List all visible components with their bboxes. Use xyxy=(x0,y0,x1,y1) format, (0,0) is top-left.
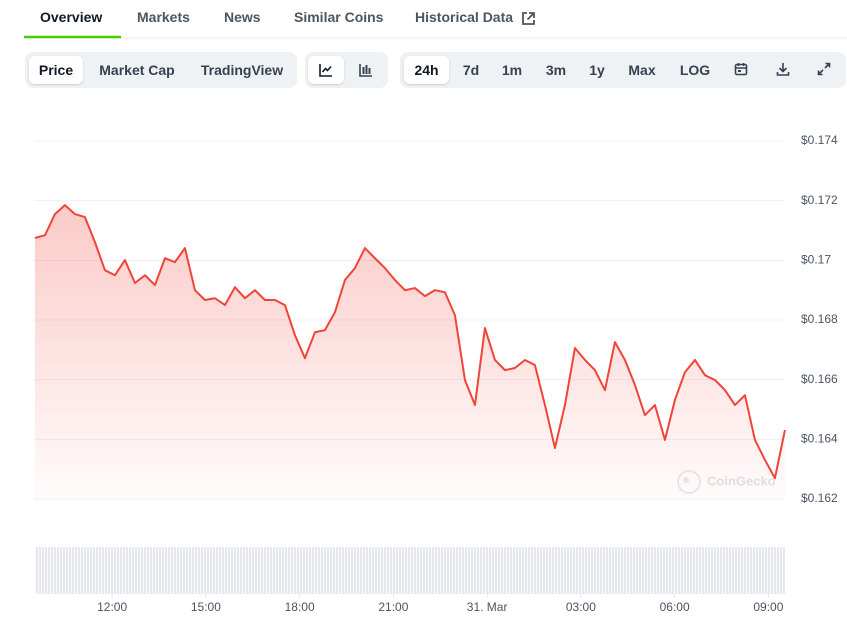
range-button[interactable]: 24h xyxy=(404,56,449,84)
y-tick-label: $0.166 xyxy=(801,372,838,386)
x-tick-label: 12:00 xyxy=(97,600,127,614)
watermark-text: CoinGecko xyxy=(707,473,776,488)
style-group xyxy=(305,52,388,88)
x-tick-label: 06:00 xyxy=(660,600,690,614)
watermark: CoinGecko xyxy=(677,470,776,494)
range-button[interactable]: 7d xyxy=(462,62,480,78)
y-tick-label: $0.17 xyxy=(801,253,831,267)
tab[interactable]: Historical Data xyxy=(415,9,514,25)
tab[interactable]: News xyxy=(224,9,261,25)
range-group: 24h 7d 1m 3m 1y Max LOG xyxy=(400,52,846,88)
x-tick-label: 18:00 xyxy=(285,600,315,614)
x-tick-label: 21:00 xyxy=(378,600,408,614)
volume-band xyxy=(35,547,785,594)
fullscreen-button[interactable] xyxy=(809,56,839,84)
view-button[interactable]: Market Cap xyxy=(99,62,175,78)
price-area xyxy=(34,205,785,499)
range-button[interactable]: 3m xyxy=(545,62,567,78)
tab[interactable]: Markets xyxy=(137,9,190,25)
price-line xyxy=(34,204,786,480)
view-button[interactable]: Price xyxy=(29,56,83,84)
tab[interactable]: Overview xyxy=(40,9,103,25)
x-tick-label: 03:00 xyxy=(566,600,596,614)
x-tick-label: 15:00 xyxy=(191,600,221,614)
y-tick-label: $0.168 xyxy=(801,312,838,326)
tab[interactable]: Similar Coins xyxy=(294,9,384,25)
x-tick-label: 31. Mar xyxy=(467,600,508,614)
y-tick-label: $0.172 xyxy=(801,193,838,207)
calendar-button[interactable] xyxy=(726,56,756,84)
scale-button[interactable]: LOG xyxy=(679,62,711,78)
view-group: Price Market Cap TradingView xyxy=(25,52,297,88)
range-button[interactable]: Max xyxy=(628,62,656,78)
candle-chart-button[interactable] xyxy=(348,56,384,84)
external-link-icon xyxy=(522,12,535,25)
range-button[interactable]: 1m xyxy=(501,62,523,78)
y-tick-label: $0.164 xyxy=(801,432,838,446)
x-tick-label: 09:00 xyxy=(753,600,783,614)
view-button[interactable]: TradingView xyxy=(200,62,284,78)
download-button[interactable] xyxy=(768,56,798,84)
range-button[interactable]: 1y xyxy=(589,62,605,78)
y-tick-label: $0.174 xyxy=(801,133,838,147)
y-tick-label: $0.162 xyxy=(801,491,838,505)
line-chart-button[interactable] xyxy=(308,56,344,84)
